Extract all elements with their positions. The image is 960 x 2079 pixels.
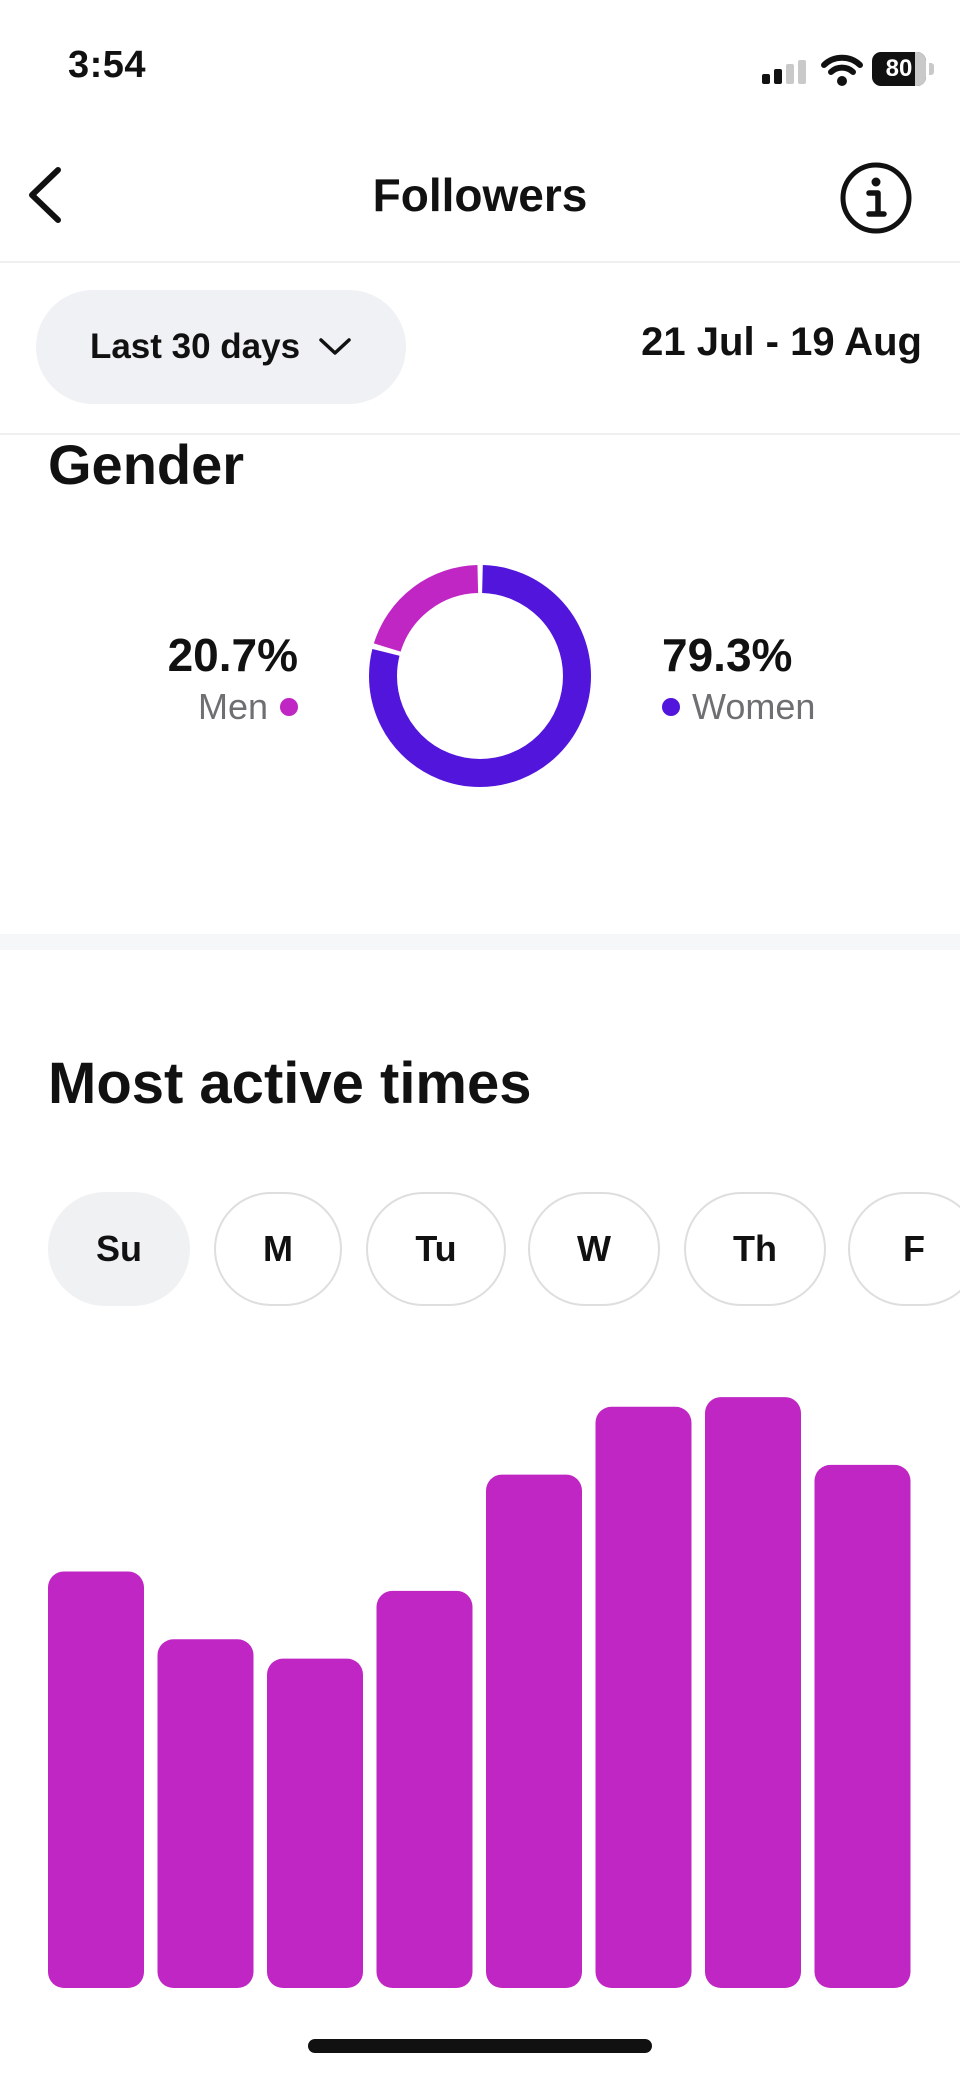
activity-bar-6[interactable] [595,1406,692,1988]
women-slice [369,565,591,787]
women-stat: 79.3% Women [662,628,815,728]
day-tab-m[interactable]: M [214,1192,342,1306]
activity-bar-2[interactable] [157,1639,254,1988]
men-stat: 20.7% Men [168,628,298,728]
wifi-icon [821,54,863,86]
date-range-dropdown[interactable]: Last 30 days [36,290,406,404]
active-times-heading: Most active times [48,1051,532,1116]
activity-bar-5[interactable] [486,1474,582,1988]
status-time: 3:54 [68,44,147,86]
men-legend-dot [280,698,298,716]
day-selector: Su M Tu W Th F [0,1192,960,1310]
header-divider [0,261,960,263]
men-percent: 20.7% [167,629,298,681]
home-indicator [308,2039,652,2053]
signal-icon [762,60,806,84]
day-tab-th[interactable]: Th [684,1192,826,1306]
date-range-text: 21 Jul - 19 Aug [641,320,922,364]
info-icon[interactable] [838,160,914,236]
day-tab-su[interactable]: Su [48,1192,190,1306]
men-label: Men [197,686,268,727]
activity-bar-1[interactable] [48,1571,144,1988]
activity-bar-8[interactable] [814,1464,911,1988]
battery-icon: 80 [872,52,934,86]
active-times-bar-chart [48,1397,911,1988]
activity-bar-7[interactable] [705,1397,801,1988]
day-tab-w[interactable]: W [528,1192,660,1306]
section-separator [0,934,960,950]
filter-divider [0,433,960,435]
date-range-label: Last 30 days [89,327,301,366]
day-tab-tu[interactable]: Tu [366,1192,506,1306]
gender-heading: Gender [48,433,245,496]
chevron-left-icon[interactable] [22,162,72,228]
page-title: Followers [372,169,588,221]
chevron-down-icon [319,338,351,355]
day-tab-f[interactable]: F [848,1192,960,1306]
activity-bar-4[interactable] [376,1590,473,1988]
women-label: Women [692,686,816,727]
gender-donut-chart [369,565,591,787]
activity-bar-3[interactable] [267,1658,363,1988]
women-legend-dot [662,698,680,716]
battery-level: 80 [885,55,913,82]
women-percent: 79.3% [662,629,793,681]
